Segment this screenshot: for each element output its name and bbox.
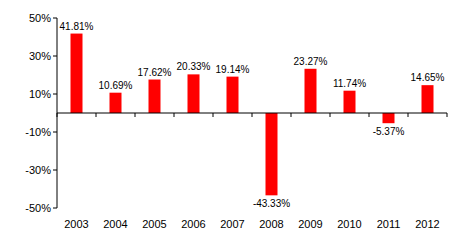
y-tick-label: 50%	[29, 12, 51, 24]
y-axis	[57, 18, 58, 208]
x-tick-label: 2009	[298, 218, 322, 230]
y-tick	[53, 56, 57, 57]
x-tick-label: 2003	[64, 218, 88, 230]
chart-container: -50% -30% -10% 10% 30% 50% 2003 2004 2005 2006 200…	[0, 0, 451, 237]
x-tick-label: 2005	[142, 218, 166, 230]
bar	[110, 93, 122, 113]
bar	[305, 69, 317, 113]
x-tick	[447, 113, 448, 117]
bar	[422, 85, 434, 113]
data-label: -43.33%	[253, 198, 290, 209]
data-label: 17.62%	[138, 67, 172, 78]
x-tick	[369, 113, 370, 117]
y-tick-label: -30%	[25, 164, 51, 176]
y-tick	[53, 208, 57, 209]
x-tick-label: 2007	[220, 218, 244, 230]
data-label: 11.74%	[333, 78, 366, 89]
bar	[383, 113, 395, 123]
x-tick	[96, 113, 97, 117]
y-tick	[53, 94, 57, 95]
bar	[266, 113, 278, 195]
bar	[71, 34, 83, 113]
x-tick-label: 2006	[181, 218, 205, 230]
data-label: 19.14%	[216, 64, 250, 75]
x-tick	[174, 113, 175, 117]
y-tick	[53, 132, 57, 133]
x-tick	[408, 113, 409, 117]
x-tick-label: 2010	[337, 218, 361, 230]
x-tick	[213, 113, 214, 117]
x-tick-label: 2004	[103, 218, 127, 230]
y-tick	[53, 170, 57, 171]
x-tick-label: 2011	[377, 218, 401, 230]
x-tick-label: 2012	[415, 218, 439, 230]
x-tick	[330, 113, 331, 117]
x-tick	[291, 113, 292, 117]
x-tick	[135, 113, 136, 117]
x-tick	[252, 113, 253, 117]
bar	[344, 91, 356, 113]
data-label: 41.81%	[60, 21, 94, 32]
data-label: 20.33%	[177, 61, 211, 72]
bar	[188, 74, 200, 113]
y-tick-label: -10%	[25, 126, 51, 138]
y-tick-label: -50%	[25, 202, 51, 214]
bars	[71, 34, 434, 196]
x-tick-label: 2008	[259, 218, 283, 230]
data-label: 23.27%	[294, 56, 328, 67]
chart: -50% -30% -10% 10% 30% 50% 2003 2004 2005 2006 200…	[0, 0, 451, 237]
data-label: 14.65%	[411, 72, 445, 83]
x-tick	[57, 113, 58, 117]
y-tick-label: 10%	[29, 88, 51, 100]
data-label: 10.69%	[99, 80, 133, 91]
y-tick	[53, 18, 57, 19]
bar	[227, 77, 239, 113]
bar	[149, 80, 161, 113]
data-label: -5.37%	[373, 126, 405, 137]
y-tick-label: 30%	[29, 50, 51, 62]
